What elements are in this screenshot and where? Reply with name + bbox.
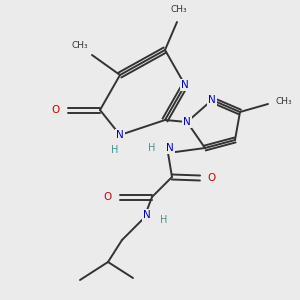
Text: N: N — [116, 130, 124, 140]
Text: N: N — [208, 95, 216, 105]
Text: O: O — [104, 192, 112, 202]
Text: N: N — [181, 80, 189, 90]
Text: N: N — [143, 210, 151, 220]
Text: O: O — [52, 105, 60, 115]
Text: N: N — [183, 117, 191, 127]
Text: H: H — [160, 215, 168, 225]
Text: CH₃: CH₃ — [276, 98, 292, 106]
Text: CH₃: CH₃ — [171, 5, 187, 14]
Text: O: O — [208, 173, 216, 183]
Text: N: N — [166, 143, 174, 153]
Text: CH₃: CH₃ — [72, 40, 88, 50]
Text: H: H — [148, 143, 156, 153]
Text: H: H — [111, 145, 119, 155]
